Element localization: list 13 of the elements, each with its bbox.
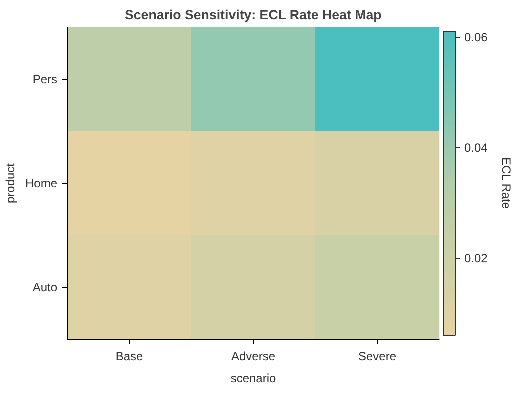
x-axis-title: scenario xyxy=(230,372,277,386)
x-tick-label: Adverse xyxy=(231,350,276,364)
chart-title: Scenario Sensitivity: ECL Rate Heat Map xyxy=(124,8,382,22)
x-tick-label: Base xyxy=(116,350,144,364)
y-tick-label: Auto xyxy=(32,280,58,294)
y-axis-title: product xyxy=(3,162,18,204)
y-tick-label: Home xyxy=(25,176,58,190)
color-bar-label: 0.04 xyxy=(464,141,488,156)
color-bar-label: 0.02 xyxy=(464,252,488,266)
color-bar-title: ECL Rate xyxy=(500,157,514,210)
x-tick-label: Severe xyxy=(358,350,397,364)
color-bar-label: 0.06 xyxy=(464,30,488,45)
y-tick-label: Pers xyxy=(32,72,58,86)
